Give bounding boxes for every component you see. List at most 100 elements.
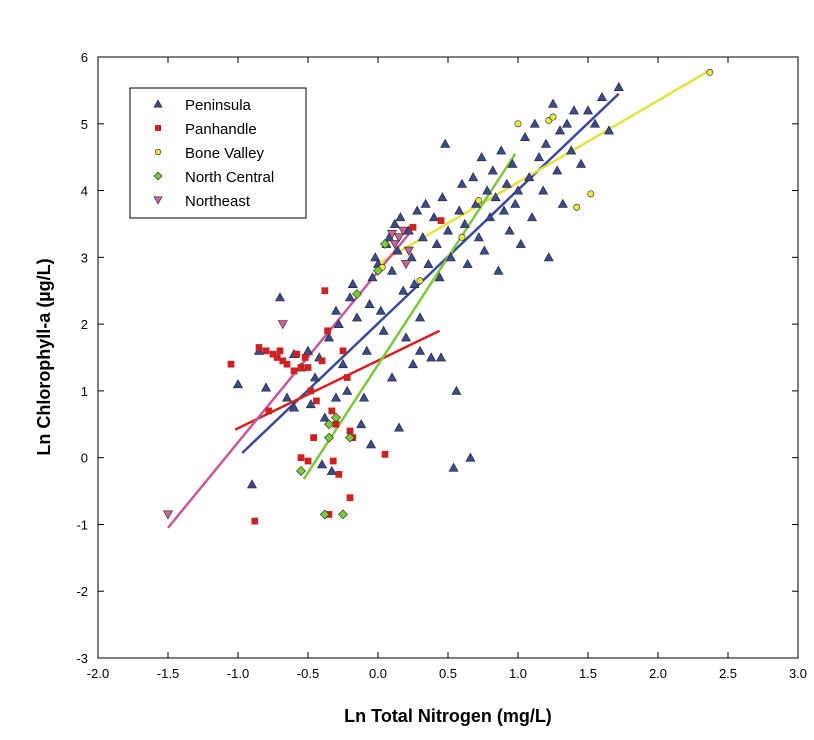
point-peninsula	[378, 325, 389, 335]
point-panhandle	[265, 407, 273, 415]
point-peninsula	[370, 252, 381, 262]
point-peninsula	[356, 419, 367, 429]
point-peninsula	[232, 379, 244, 389]
point-peninsula	[364, 298, 375, 308]
point-peninsula	[361, 345, 372, 355]
point-north-central	[324, 419, 334, 430]
point-peninsula	[596, 91, 608, 101]
point-peninsula	[462, 258, 473, 268]
point-peninsula	[330, 392, 342, 402]
point-peninsula	[319, 412, 330, 422]
x-tick-label: -1.5	[157, 666, 179, 681]
data-points	[162, 68, 714, 525]
point-panhandle	[301, 354, 309, 361]
point-northeast	[398, 226, 409, 236]
point-panhandle	[328, 407, 336, 415]
point-peninsula	[435, 352, 447, 362]
y-tick-label: 3	[81, 250, 88, 265]
legend-marker-peninsula	[153, 99, 163, 108]
point-panhandle	[329, 457, 337, 465]
point-north-central	[319, 509, 330, 520]
y-tick-label: 0	[81, 451, 88, 466]
point-peninsula	[490, 192, 501, 202]
point-northeast	[400, 260, 412, 270]
legend-marker-panhandle	[155, 125, 161, 131]
point-peninsula	[451, 385, 462, 395]
point-panhandle	[304, 457, 312, 465]
point-peninsula	[519, 132, 531, 142]
point-panhandle	[339, 347, 347, 355]
x-axis-title: Ln Total Nitrogen (mg/L)	[344, 706, 552, 726]
point-peninsula	[395, 212, 406, 222]
point-panhandle	[324, 327, 331, 335]
point-northeast	[277, 320, 288, 330]
y-tick-label: 6	[81, 50, 88, 65]
point-peninsula	[428, 212, 440, 222]
point-north-central	[296, 466, 306, 476]
point-peninsula	[557, 198, 568, 208]
y-tick-label: -2	[76, 584, 88, 599]
point-peninsula	[389, 218, 400, 228]
y-tick-label: -1	[76, 517, 88, 532]
point-northeast	[403, 246, 414, 256]
point-panhandle	[332, 420, 340, 428]
legend: Peninsula Panhandle Bone Valley North Centr…	[129, 87, 307, 219]
point-peninsula	[281, 392, 293, 402]
point-peninsula	[552, 165, 563, 175]
point-peninsula	[512, 185, 524, 195]
point-peninsula	[414, 312, 426, 322]
legend-marker-north-central	[153, 171, 163, 181]
point-peninsula	[566, 145, 577, 155]
point-north-central	[373, 265, 383, 276]
point-peninsula	[554, 125, 566, 135]
point-peninsula	[510, 198, 521, 208]
point-peninsula	[498, 205, 510, 215]
point-panhandle	[346, 427, 354, 435]
point-peninsula	[440, 138, 451, 148]
point-peninsula	[437, 192, 448, 202]
point-north-central	[331, 412, 341, 423]
point-peninsula	[529, 118, 540, 128]
point-peninsula	[484, 212, 496, 222]
y-tick-label: 1	[81, 384, 88, 399]
point-peninsula	[337, 359, 349, 369]
point-peninsula	[392, 245, 403, 255]
point-bone-valley	[458, 233, 466, 241]
point-panhandle	[290, 367, 298, 375]
point-panhandle	[335, 470, 343, 478]
point-northeast	[393, 233, 405, 243]
legend-label-peninsula: Peninsula	[185, 97, 252, 114]
point-peninsula	[342, 385, 353, 395]
point-peninsula	[431, 238, 442, 248]
x-tick-label: -2.0	[87, 666, 109, 681]
point-peninsula	[515, 238, 526, 248]
point-peninsula	[496, 145, 507, 155]
point-bone-valley	[573, 203, 581, 211]
point-peninsula	[543, 252, 554, 262]
point-peninsula	[575, 158, 587, 168]
x-tick-label: 3.0	[789, 666, 807, 681]
point-bone-valley	[549, 113, 557, 121]
point-panhandle	[279, 357, 287, 365]
point-panhandle	[381, 450, 389, 458]
legend-marker-northeast	[153, 196, 163, 205]
point-peninsula	[589, 118, 601, 128]
point-panhandle	[310, 434, 317, 442]
point-peninsula	[409, 278, 420, 288]
fit-line-peninsula	[241, 92, 620, 454]
y-tick-label: -3	[76, 651, 88, 666]
point-peninsula	[358, 392, 370, 402]
point-panhandle	[297, 364, 305, 371]
x-tick-label: 1.0	[509, 666, 527, 681]
point-peninsula	[468, 172, 479, 182]
point-panhandle	[304, 364, 312, 371]
y-tick-label: 5	[81, 117, 88, 132]
y-tick-label: 4	[81, 184, 88, 199]
point-north-central	[352, 289, 362, 299]
point-peninsula	[465, 452, 476, 462]
point-peninsula	[603, 125, 615, 135]
point-peninsula	[406, 252, 417, 262]
legend-label-northeast: Northeast	[185, 193, 251, 210]
legend-label-panhandle: Panhandle	[185, 121, 257, 138]
point-peninsula	[501, 178, 512, 188]
